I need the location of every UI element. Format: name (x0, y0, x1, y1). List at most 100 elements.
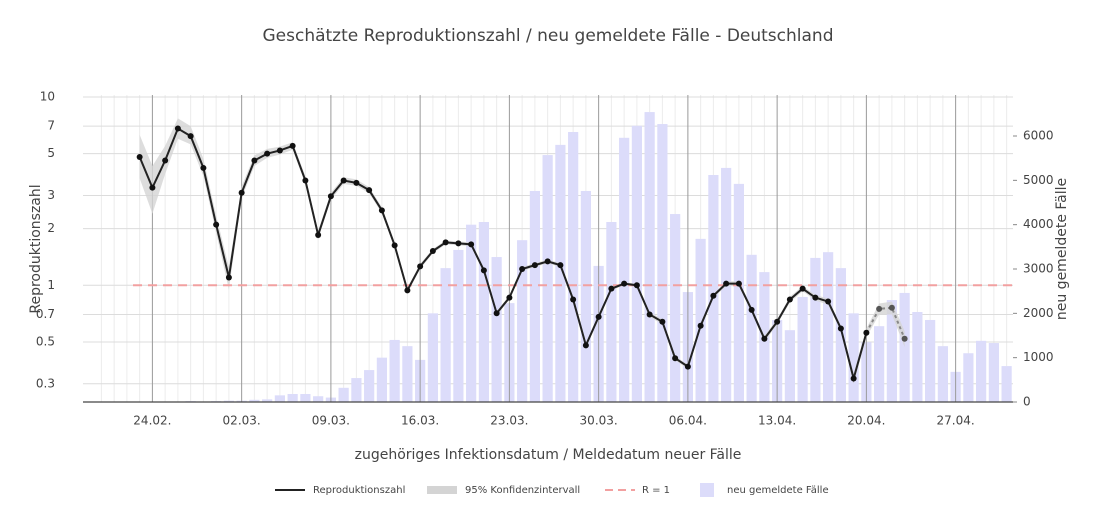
y2-tick-label: 5000 (1023, 173, 1054, 187)
r-marker (200, 164, 207, 171)
bar (963, 353, 974, 402)
bar (733, 183, 744, 402)
bar (274, 395, 285, 402)
r-marker (901, 335, 908, 342)
bar (555, 144, 566, 402)
y-axis-label: Reproduktionszahl (28, 184, 44, 313)
r-marker (136, 154, 143, 161)
bar (453, 249, 464, 402)
r-marker (710, 292, 717, 299)
x-tick-label: 06.04. (669, 414, 707, 428)
bar (466, 224, 477, 402)
bar (287, 394, 298, 402)
y-tick-label: 7 (47, 119, 55, 133)
x-tick-label: 27.04. (937, 414, 975, 428)
legend-label: R = 1 (642, 485, 670, 496)
r-marker (608, 285, 615, 292)
x-tick-label: 30.03. (580, 414, 618, 428)
bar (313, 396, 324, 402)
bar (262, 399, 273, 402)
y-tick-label: 10 (40, 90, 55, 104)
r-marker (697, 322, 704, 329)
bar (351, 378, 362, 402)
y-tick-label: 0.3 (36, 376, 55, 390)
legend-label: neu gemeldete Fälle (727, 485, 829, 496)
r-marker (582, 342, 589, 349)
r-marker (238, 189, 245, 196)
bar (886, 300, 897, 402)
r-marker (672, 355, 679, 362)
r-marker (621, 280, 628, 287)
r-line-provisional (865, 306, 906, 340)
r-marker (289, 142, 296, 149)
r-marker (761, 335, 768, 342)
bar (937, 346, 948, 402)
bar (529, 190, 540, 402)
r-marker (531, 262, 538, 269)
r-marker (888, 304, 895, 311)
bar (389, 339, 400, 402)
x-tick-label: 24.02. (133, 414, 171, 428)
r-marker (786, 296, 793, 303)
bar (874, 326, 885, 402)
r-marker (825, 298, 832, 305)
bar (376, 357, 387, 402)
y2-tick-label: 1000 (1023, 350, 1054, 364)
y-tick-label: 1 (47, 278, 55, 292)
bar (657, 124, 668, 403)
r-marker (570, 296, 577, 303)
bar (338, 387, 349, 402)
bar (670, 214, 681, 402)
bar (249, 399, 260, 402)
r-marker (378, 207, 385, 214)
r-marker (174, 125, 181, 132)
legend-band (427, 486, 457, 494)
bar (478, 222, 489, 402)
r-line (138, 127, 868, 383)
x-tick-label: 23.03. (490, 414, 528, 428)
legend-bar (700, 483, 714, 497)
r-marker (404, 287, 411, 294)
y-tick-label: 5 (47, 146, 55, 160)
r-marker (264, 150, 271, 157)
bar (835, 268, 846, 402)
x-tick-label: 02.03. (223, 414, 261, 428)
x-tick-label: 16.03. (401, 414, 439, 428)
bar (427, 313, 438, 402)
bar (542, 155, 553, 402)
r-marker (429, 248, 436, 255)
r-marker (353, 179, 360, 186)
r-marker (799, 285, 806, 292)
r-marker (850, 375, 857, 382)
x-tick-label: 13.04. (758, 414, 796, 428)
r-marker (276, 147, 283, 154)
r-marker (225, 274, 232, 281)
y-tick-label: 3 (47, 188, 55, 202)
r-marker (315, 231, 322, 238)
bar (925, 319, 936, 402)
r-marker (391, 242, 398, 249)
x-axis-label: zugehöriges Infektionsdatum / Meldedatum… (355, 447, 742, 463)
bar (912, 312, 923, 402)
r-marker (162, 157, 169, 164)
r-marker (684, 363, 691, 370)
bar (619, 137, 630, 402)
r-marker (633, 282, 640, 289)
r-marker (327, 193, 334, 200)
bar (580, 190, 591, 402)
chart-title: Geschätzte Reproduktionszahl / neu gemel… (262, 26, 833, 46)
y2-tick-label: 4000 (1023, 217, 1054, 231)
bar (402, 346, 413, 402)
r-marker (340, 177, 347, 184)
y-tick-label: 2 (47, 221, 55, 235)
r-marker (557, 262, 564, 269)
r-marker (876, 305, 883, 312)
r-marker (417, 263, 424, 270)
bar (568, 132, 579, 403)
r-marker (748, 306, 755, 313)
r-marker (519, 266, 526, 273)
bar (300, 394, 311, 402)
bar (606, 222, 617, 402)
legend-label: 95% Konfidenzintervall (465, 485, 580, 496)
